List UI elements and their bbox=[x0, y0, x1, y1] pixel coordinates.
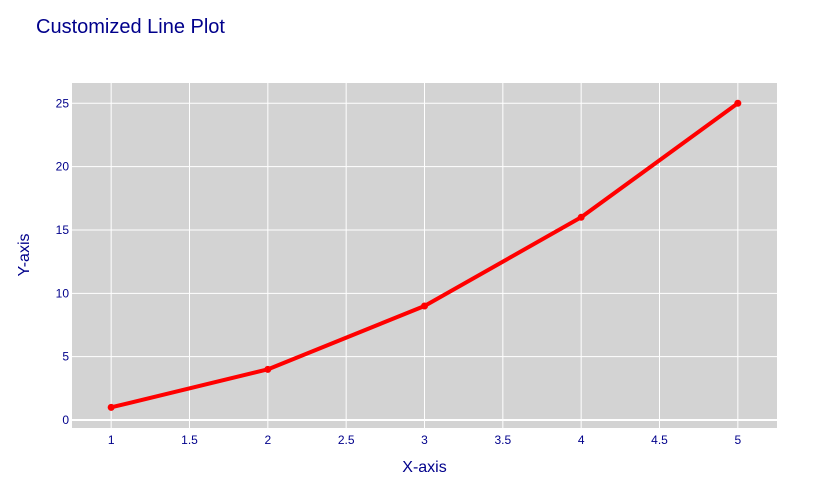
x-axis-label: X-axis bbox=[402, 459, 446, 476]
y-tick-label: 25 bbox=[56, 96, 70, 110]
y-tick-label: 20 bbox=[56, 160, 70, 174]
y-tick-label: 0 bbox=[62, 413, 69, 427]
data-point bbox=[577, 213, 585, 221]
y-tick-label: 10 bbox=[56, 286, 70, 300]
x-tick-label: 4 bbox=[578, 433, 585, 447]
x-tick-label: 5 bbox=[734, 433, 741, 447]
y-tick-label: 15 bbox=[56, 223, 70, 237]
x-tick-label: 1.5 bbox=[181, 433, 198, 447]
data-point bbox=[107, 403, 115, 411]
x-tick-label: 3.5 bbox=[494, 433, 511, 447]
x-tick-label: 3 bbox=[421, 433, 428, 447]
x-tick-label: 4.5 bbox=[651, 433, 668, 447]
data-point bbox=[734, 99, 742, 107]
x-tick-label: 2 bbox=[264, 433, 271, 447]
y-axis-label: Y-axis bbox=[16, 234, 33, 277]
x-tick-label: 1 bbox=[108, 433, 115, 447]
data-point bbox=[421, 302, 428, 310]
chart-title: Customized Line Plot bbox=[36, 16, 225, 38]
x-tick-label: 2.5 bbox=[338, 433, 355, 447]
data-point bbox=[264, 365, 272, 373]
y-tick-label: 5 bbox=[62, 350, 69, 364]
